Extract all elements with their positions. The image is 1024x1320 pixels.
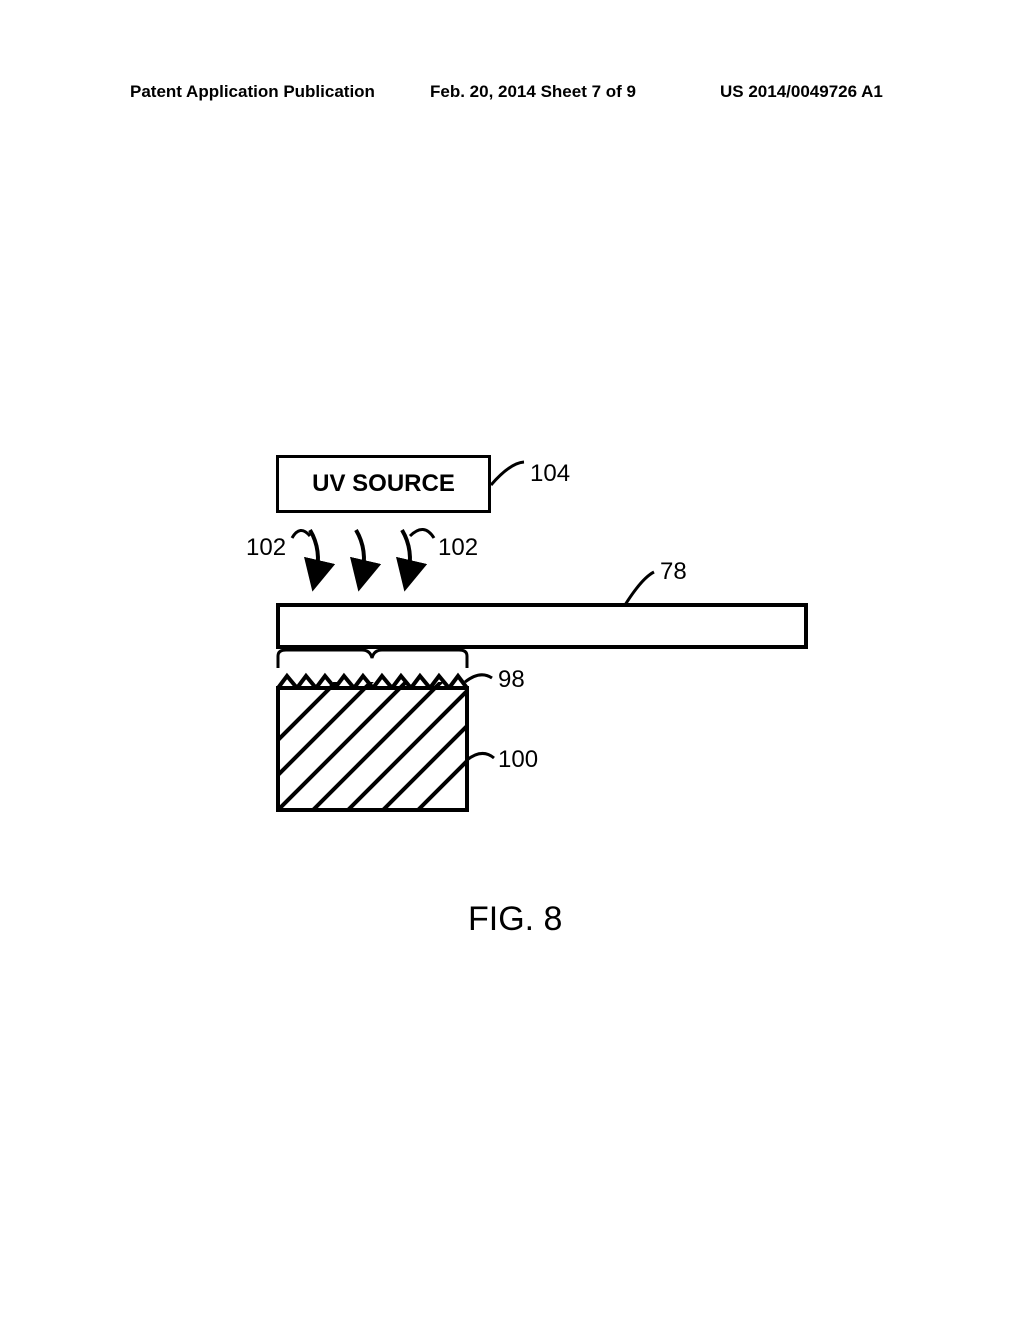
leader-102-right: [410, 529, 434, 538]
leader-104: [491, 462, 524, 485]
diagram-svg: [0, 0, 1024, 1320]
hatched-100: [208, 670, 558, 810]
leader-100: [467, 753, 494, 760]
leader-102-left: [292, 530, 310, 538]
rect-78: [278, 605, 806, 647]
uv-arrows: [310, 530, 410, 576]
bracket-90: [278, 650, 467, 668]
leader-78: [625, 572, 654, 605]
leader-98: [465, 675, 492, 682]
